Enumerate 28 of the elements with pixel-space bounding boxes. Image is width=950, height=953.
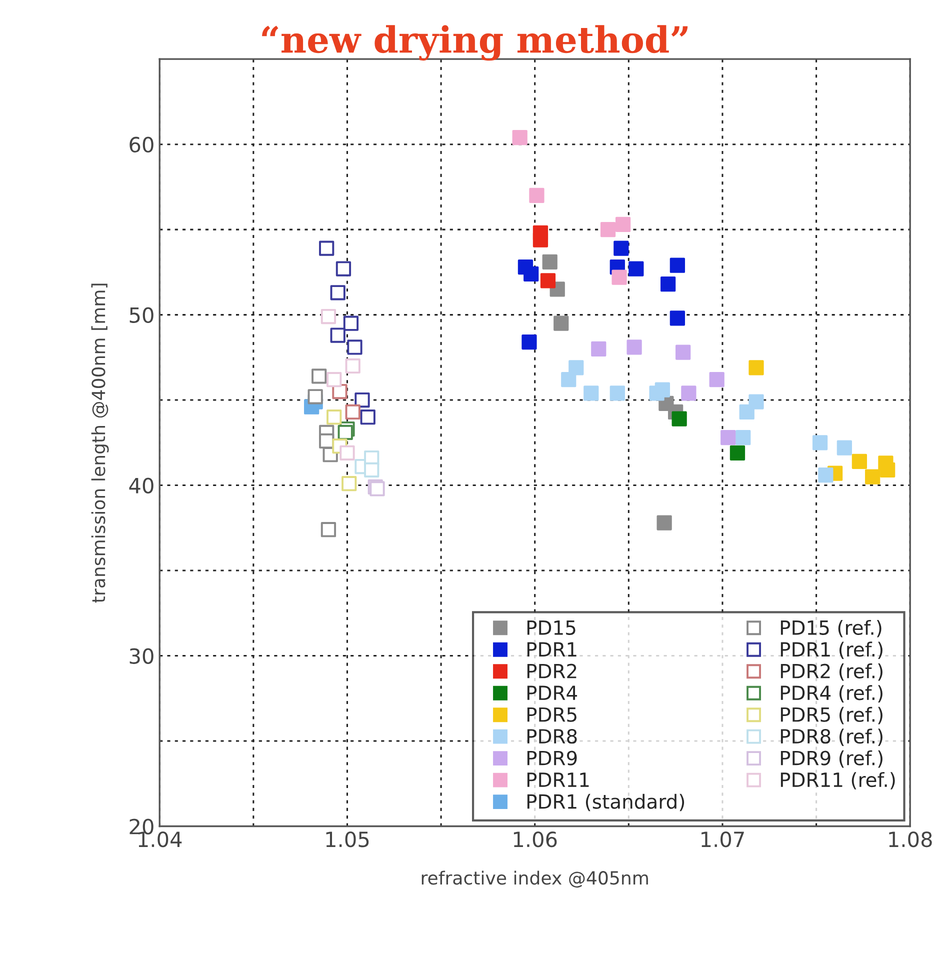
y-tick-label: 30 [130,648,154,664]
legend-label: PDR1 (ref.) [780,642,882,660]
x-tick-label: 1.07 [702,831,744,848]
legend-label: PDR5 (ref.) [780,706,882,724]
legend-label: PDR8 (ref.) [780,728,882,746]
legend-label: PDR11 (ref.) [780,772,895,790]
x-tick-label: 1.06 [514,831,557,848]
legend-label: PDR5 [527,707,576,722]
x-tick-label: 1.05 [326,831,369,848]
legend-label: PDR9 [527,750,577,766]
legend-label: PDR1 (standard) [527,794,684,812]
y-tick-label: 40 [129,478,154,494]
legend-label: PD15 (ref.) [780,620,882,638]
legend-label: PDR9 (ref.) [780,750,882,768]
legend-label: PDR4 [527,686,578,700]
y-axis-title: transmission length @400nm [mm] [91,284,109,603]
legend-label: PDR8 [527,728,577,744]
legend-label: PDR1 [527,642,576,656]
legend-label: PDR11 [527,772,589,787]
chart-title: “new drying method” [262,25,688,61]
x-tick-label: 1.08 [889,831,932,848]
legend-label: PDR2 (ref.) [780,663,882,681]
legend-label: PD15 [527,620,576,635]
legend-label: PDR4 (ref.) [780,685,882,702]
y-tick-label: 60 [130,136,154,153]
x-axis-title: refractive index @405nm [422,870,648,888]
y-tick-label: 50 [130,307,154,324]
legend-label: PDR2 [527,664,576,678]
